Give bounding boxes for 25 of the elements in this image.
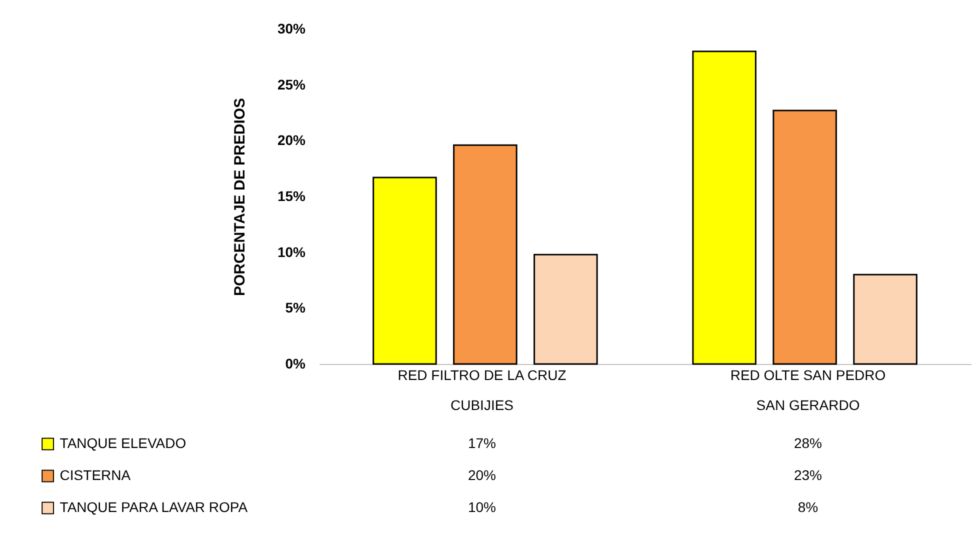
data-label: 10% (468, 499, 496, 515)
y-tick-label: 20% (277, 132, 306, 148)
bar (692, 50, 756, 365)
x-tick-label: RED FILTRO DE LA CRUZ CUBIJIES (398, 366, 567, 413)
y-tick-label: 25% (277, 76, 306, 92)
bar (772, 110, 837, 365)
y-tick-label: 0% (285, 356, 306, 372)
legend-label: CISTERNA (60, 467, 132, 483)
bar (534, 254, 598, 365)
data-label: 23% (794, 467, 822, 483)
data-label: 28% (794, 435, 822, 451)
legend-label: TANQUE PARA LAVAR ROPA (60, 499, 248, 515)
bar (372, 176, 437, 365)
data-label: 20% (468, 467, 496, 483)
y-axis-title: PORCENTAJE DE PREDIOS (231, 98, 248, 296)
y-tick-label: 10% (277, 244, 306, 260)
bar (853, 274, 918, 365)
y-tick-label: 15% (277, 188, 306, 204)
y-tick-label: 5% (285, 300, 306, 316)
legend-label: TANQUE ELEVADO (60, 435, 186, 451)
bar (453, 144, 518, 365)
x-tick-label: RED OLTE SAN PEDRO SAN GERARDO (730, 366, 886, 413)
y-tick-label: 30% (277, 20, 306, 36)
data-label: 8% (798, 499, 818, 515)
data-label: 17% (468, 435, 496, 451)
